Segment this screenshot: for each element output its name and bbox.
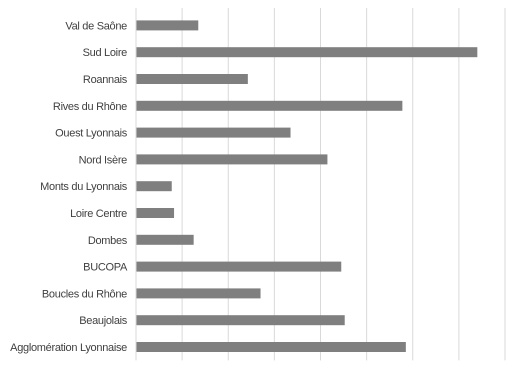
category-label-2: Roannais [83,74,128,86]
bars [136,20,478,352]
category-label-5: Nord Isère [79,154,128,166]
category-labels: Val de Saône Sud Loire Roannais Rives du Rh… [10,20,128,354]
category-label-3: Rives du Rhône [53,101,127,113]
category-label-4: Ouest Lyonnais [55,128,128,140]
category-label-6: Monts du Lyonnais [40,181,128,193]
bar-6 [136,181,172,192]
category-label-11: Beaujolais [79,315,128,327]
category-label-0: Val de Saône [65,20,127,32]
bar-0 [136,20,199,31]
bar-7 [136,208,175,218]
bar-10 [136,288,261,299]
category-label-9: BUCOPA [83,262,128,274]
category-label-8: Dombes [88,235,128,247]
bar-1 [136,47,478,58]
category-label-12: Agglomération Lyonnaise [10,342,127,354]
bar-2 [136,74,248,84]
bar-8 [136,234,194,245]
gridlines [181,8,506,361]
bar-3 [136,100,403,111]
bar-4 [136,127,291,138]
category-label-7: Loire Centre [70,208,127,220]
category-label-1: Sud Loire [83,47,128,59]
bar-9 [136,261,342,272]
bar-5 [136,154,328,165]
bar-11 [136,315,345,326]
category-label-10: Boucles du Rhône [42,288,127,300]
bar-12 [136,342,406,352]
